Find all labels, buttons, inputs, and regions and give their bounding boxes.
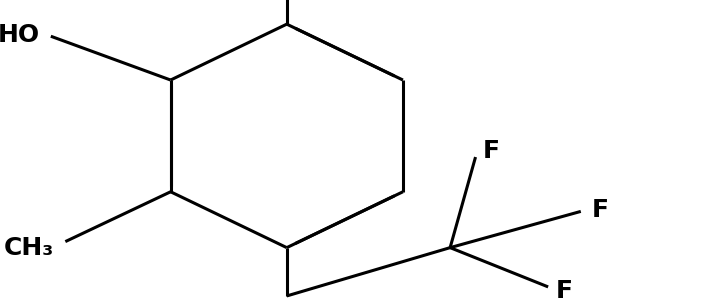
Text: F: F xyxy=(555,279,572,302)
Text: F: F xyxy=(483,139,499,163)
Text: F: F xyxy=(592,198,608,222)
Text: HO: HO xyxy=(0,23,40,47)
Text: CH₃: CH₃ xyxy=(4,236,54,260)
